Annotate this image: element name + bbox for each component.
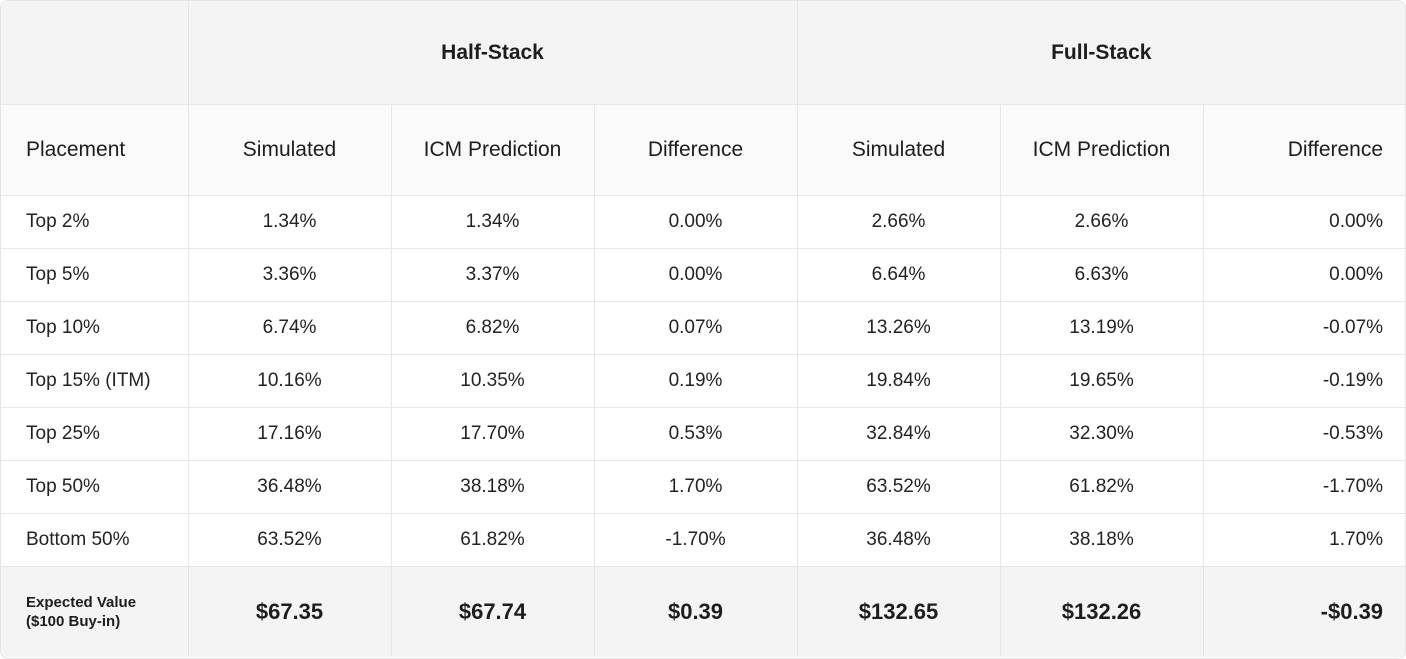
column-header-full-icm: ICM Prediction [1000,104,1204,196]
half-difference-cell: -1.70% [594,513,798,567]
full-simulated-cell: 36.48% [797,513,1001,567]
full-difference-cell: -1.70% [1203,460,1405,514]
half-simulated-cell: 10.16% [188,354,392,408]
full-difference-cell: -0.19% [1203,354,1405,408]
expected-value-label-line1: Expected Value [26,594,137,611]
half-icm-cell: 1.34% [391,195,595,249]
full-difference-cell: 0.00% [1203,195,1405,249]
placement-cell: Top 2% [1,195,189,249]
half-simulated-cell: 1.34% [188,195,392,249]
ev-half-simulated-cell: $67.35 [188,566,392,657]
half-simulated-cell: 17.16% [188,407,392,461]
full-simulated-cell: 19.84% [797,354,1001,408]
full-icm-cell: 38.18% [1000,513,1204,567]
full-icm-cell: 32.30% [1000,407,1204,461]
column-header-half-simulated: Simulated [188,104,392,196]
full-simulated-cell: 13.26% [797,301,1001,355]
ev-half-difference-cell: $0.39 [594,566,798,657]
half-difference-cell: 0.53% [594,407,798,461]
expected-value-row: Expected Value ($100 Buy-in) $67.35 $67.… [1,566,1405,657]
half-simulated-cell: 6.74% [188,301,392,355]
half-icm-cell: 10.35% [391,354,595,408]
table-row: Bottom 50% 63.52% 61.82% -1.70% 36.48% 3… [1,513,1405,567]
column-header-full-difference: Difference [1203,104,1405,196]
full-difference-cell: 1.70% [1203,513,1405,567]
column-header-half-difference: Difference [594,104,798,196]
placement-cell: Top 50% [1,460,189,514]
expected-value-label: Expected Value ($100 Buy-in) [1,566,189,657]
full-simulated-cell: 2.66% [797,195,1001,249]
half-simulated-cell: 63.52% [188,513,392,567]
half-simulated-cell: 36.48% [188,460,392,514]
column-header-placement: Placement [1,104,189,196]
full-icm-cell: 61.82% [1000,460,1204,514]
placement-cell: Top 25% [1,407,189,461]
half-icm-cell: 38.18% [391,460,595,514]
half-difference-cell: 0.19% [594,354,798,408]
table-row: Top 5% 3.36% 3.37% 0.00% 6.64% 6.63% 0.0… [1,248,1405,302]
full-difference-cell: -0.53% [1203,407,1405,461]
group-header-row: Half-Stack Full-Stack [1,1,1405,105]
half-simulated-cell: 3.36% [188,248,392,302]
half-icm-cell: 61.82% [391,513,595,567]
table-row: Top 25% 17.16% 17.70% 0.53% 32.84% 32.30… [1,407,1405,461]
column-header-full-simulated: Simulated [797,104,1001,196]
half-difference-cell: 1.70% [594,460,798,514]
ev-half-icm-cell: $67.74 [391,566,595,657]
placement-cell: Top 10% [1,301,189,355]
group-header-half-stack: Half-Stack [188,1,798,105]
full-simulated-cell: 6.64% [797,248,1001,302]
full-icm-cell: 2.66% [1000,195,1204,249]
half-difference-cell: 0.07% [594,301,798,355]
column-header-row: Placement Simulated ICM Prediction Diffe… [1,104,1405,196]
table-row: Top 15% (ITM) 10.16% 10.35% 0.19% 19.84%… [1,354,1405,408]
full-simulated-cell: 32.84% [797,407,1001,461]
ev-full-simulated-cell: $132.65 [797,566,1001,657]
half-difference-cell: 0.00% [594,195,798,249]
placement-cell: Bottom 50% [1,513,189,567]
expected-value-label-line2: ($100 Buy-in) [26,613,121,630]
placement-cell: Top 15% (ITM) [1,354,189,408]
half-difference-cell: 0.00% [594,248,798,302]
full-icm-cell: 6.63% [1000,248,1204,302]
placement-cell: Top 5% [1,248,189,302]
group-header-full-stack: Full-Stack [797,1,1405,105]
full-difference-cell: -0.07% [1203,301,1405,355]
half-icm-cell: 17.70% [391,407,595,461]
half-icm-cell: 6.82% [391,301,595,355]
full-difference-cell: 0.00% [1203,248,1405,302]
ev-full-icm-cell: $132.26 [1000,566,1204,657]
half-icm-cell: 3.37% [391,248,595,302]
full-simulated-cell: 63.52% [797,460,1001,514]
table-row: Top 10% 6.74% 6.82% 0.07% 13.26% 13.19% … [1,301,1405,355]
table-row: Top 50% 36.48% 38.18% 1.70% 63.52% 61.82… [1,460,1405,514]
full-icm-cell: 19.65% [1000,354,1204,408]
table-row: Top 2% 1.34% 1.34% 0.00% 2.66% 2.66% 0.0… [1,195,1405,249]
group-header-blank [1,1,189,105]
full-icm-cell: 13.19% [1000,301,1204,355]
ev-full-difference-cell: -$0.39 [1203,566,1405,657]
column-header-half-icm: ICM Prediction [391,104,595,196]
